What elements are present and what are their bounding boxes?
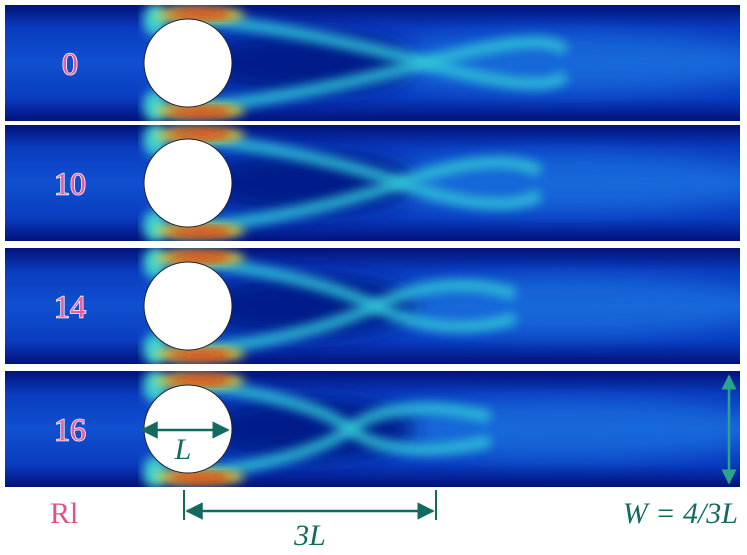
- recirculation: [195, 274, 415, 338]
- shear-layer: [169, 402, 492, 483]
- annotations: L 3L W = 4/3L Rl: [50, 374, 738, 552]
- panels: 0 10 14 16: [5, 5, 740, 487]
- shear-red: [168, 10, 232, 18]
- field: [5, 371, 740, 487]
- shear-layer: [169, 156, 543, 237]
- shear-red: [168, 253, 232, 261]
- w-label: W = 4/3L: [623, 497, 738, 530]
- cylinder: [143, 18, 233, 108]
- rl-value: 10: [54, 165, 86, 201]
- 3l-label: 3L: [293, 519, 326, 552]
- shear-red: [168, 130, 232, 138]
- rl-label: Rl: [50, 497, 78, 530]
- recirculation: [195, 397, 415, 461]
- l-label: L: [174, 433, 192, 466]
- shear-red: [168, 376, 232, 384]
- cylinder: [143, 138, 233, 228]
- shear-red: [168, 108, 232, 116]
- flow-panel: 16: [5, 371, 740, 487]
- field: [5, 248, 740, 364]
- rl-value: 14: [54, 288, 86, 324]
- shear-layer: [169, 279, 517, 360]
- cylinder: [143, 261, 233, 351]
- wake-glow: [365, 153, 740, 213]
- flow-panel: 10: [5, 125, 740, 241]
- shear-red: [168, 474, 232, 482]
- field: [5, 125, 740, 241]
- flow-panel: 14: [5, 248, 740, 364]
- field: [5, 5, 740, 121]
- shear-layer: [169, 9, 570, 90]
- rl-value: 16: [54, 411, 86, 447]
- flow-panel: 0: [5, 5, 740, 121]
- rl-value: 0: [62, 45, 78, 81]
- shear-red: [168, 351, 232, 359]
- shear-layer: [169, 36, 570, 117]
- shear-red: [168, 228, 232, 236]
